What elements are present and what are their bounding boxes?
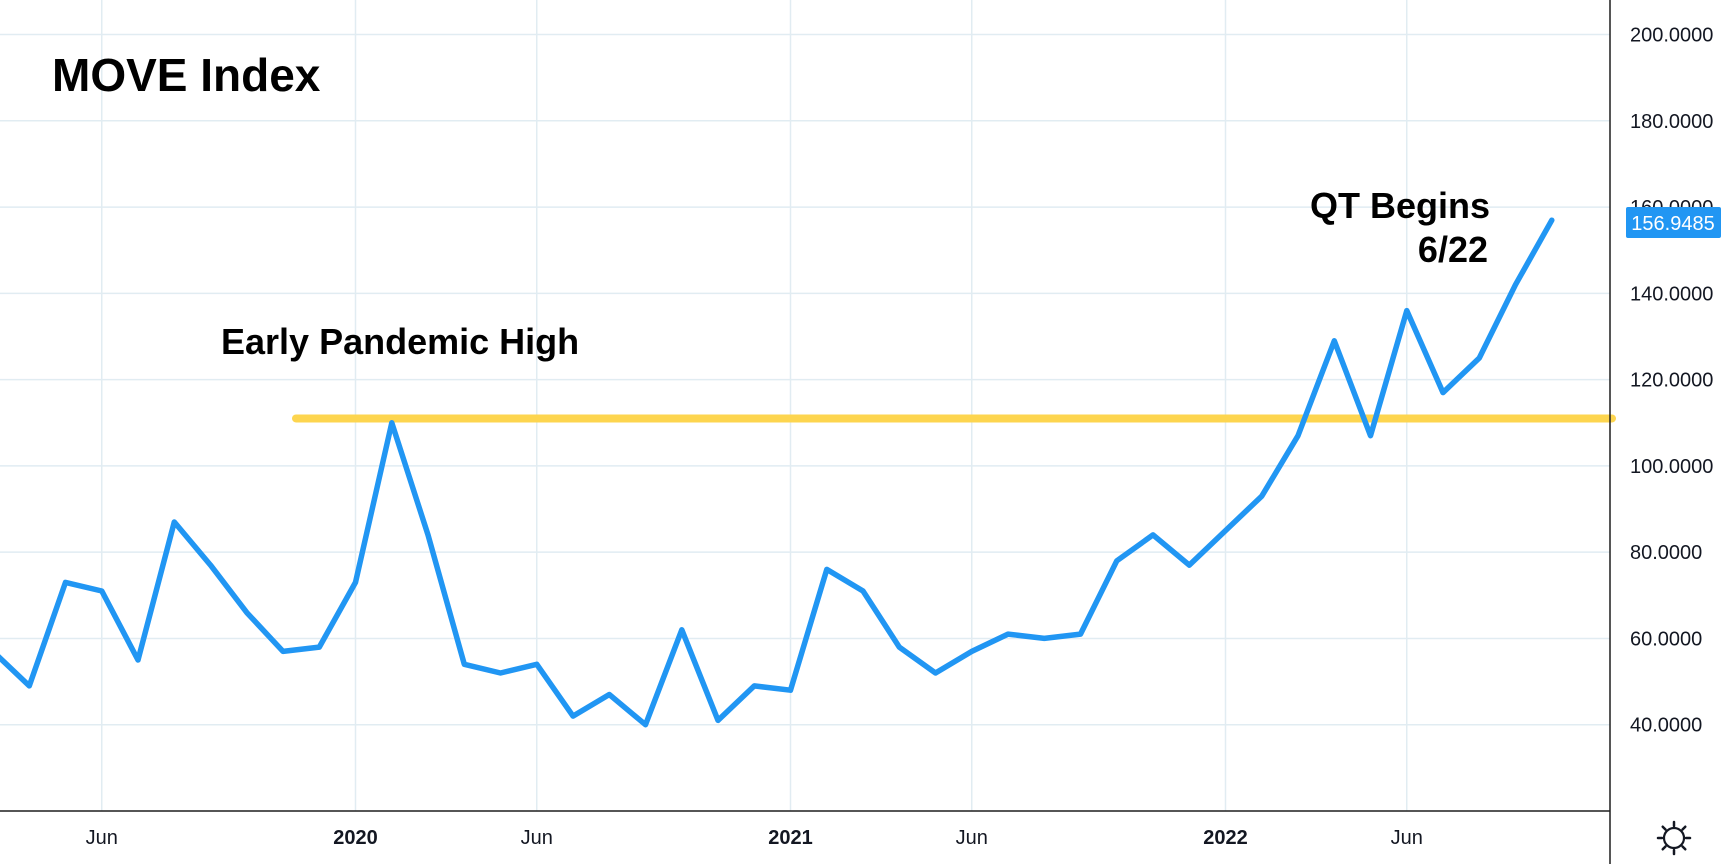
data-point	[355, 581, 356, 583]
gear-icon[interactable]	[1656, 820, 1692, 856]
data-point	[427, 534, 429, 536]
y-tick-label: 40.0000	[1630, 715, 1702, 737]
data-point	[1442, 392, 1444, 394]
data-point	[1515, 284, 1516, 286]
data-point	[318, 646, 320, 648]
data-point	[681, 629, 683, 631]
data-point	[1370, 435, 1371, 437]
x-tick-label: 2021	[768, 827, 813, 849]
chart-title: MOVE Index	[52, 49, 321, 101]
data-point	[1225, 530, 1226, 532]
data-point	[790, 689, 791, 691]
data-point	[1116, 560, 1118, 562]
data-point	[753, 685, 755, 687]
data-point	[898, 646, 900, 648]
data-point	[1152, 534, 1154, 536]
data-point	[101, 590, 103, 592]
data-point	[1007, 633, 1009, 635]
annotation-qt-begins: QT Begins	[1310, 185, 1490, 226]
data-point	[935, 672, 936, 674]
y-tick-label: 60.0000	[1630, 628, 1702, 650]
annotation-early-pandemic-high: Early Pandemic High	[221, 321, 579, 362]
y-tick-label: 80.0000	[1630, 542, 1702, 564]
last-value-label: 156.9485	[1631, 213, 1714, 235]
y-tick-label: 120.0000	[1630, 370, 1713, 392]
grid	[0, 0, 1610, 811]
x-tick-label: 2022	[1203, 827, 1248, 849]
x-tick-label: 2020	[333, 827, 378, 849]
data-point	[826, 568, 828, 570]
data-point	[28, 685, 30, 687]
last-value-marker: 156.9485	[1626, 207, 1721, 238]
series-layer	[0, 217, 1555, 728]
series-line	[0, 217, 1555, 728]
y-tick-label: 140.0000	[1630, 283, 1713, 305]
annotation-qt-date: 6/22	[1418, 229, 1488, 270]
data-point	[463, 663, 465, 665]
data-point	[1188, 564, 1190, 566]
x-tick-label: Jun	[956, 827, 988, 849]
x-tick-label: Jun	[521, 827, 553, 849]
data-point	[572, 715, 574, 717]
data-point	[717, 719, 719, 721]
y-tick-label: 180.0000	[1630, 111, 1713, 133]
x-tick-label: Jun	[1391, 827, 1423, 849]
data-point	[210, 564, 211, 566]
data-point	[137, 659, 139, 661]
data-point	[1261, 495, 1263, 497]
data-point	[65, 581, 66, 583]
last-value-badge	[1626, 207, 1721, 238]
data-point	[862, 590, 864, 592]
data-point	[1080, 633, 1081, 635]
y-tick-label: 200.0000	[1630, 25, 1713, 47]
x-tick-label: Jun	[86, 827, 118, 849]
data-point	[645, 724, 646, 726]
data-point	[246, 612, 248, 614]
data-point	[1478, 357, 1480, 359]
data-point	[971, 650, 973, 652]
y-tick-label: 100.0000	[1630, 456, 1713, 478]
data-point	[282, 650, 284, 652]
x-axis[interactable]: Jun 2020 Jun 2021 Jun 2022 Jun	[86, 827, 1423, 849]
data-point	[536, 663, 538, 665]
data-point	[1043, 637, 1045, 639]
data-point	[1406, 310, 1408, 312]
data-point	[1551, 219, 1553, 221]
data-point	[173, 521, 175, 523]
data-point	[1297, 435, 1299, 437]
data-point	[1333, 340, 1335, 342]
y-axis[interactable]: 40.0000 60.0000 80.0000 100.0000 120.0000 140…	[1630, 25, 1713, 737]
data-point	[500, 672, 501, 674]
data-point	[391, 422, 393, 424]
data-point	[608, 694, 610, 695]
